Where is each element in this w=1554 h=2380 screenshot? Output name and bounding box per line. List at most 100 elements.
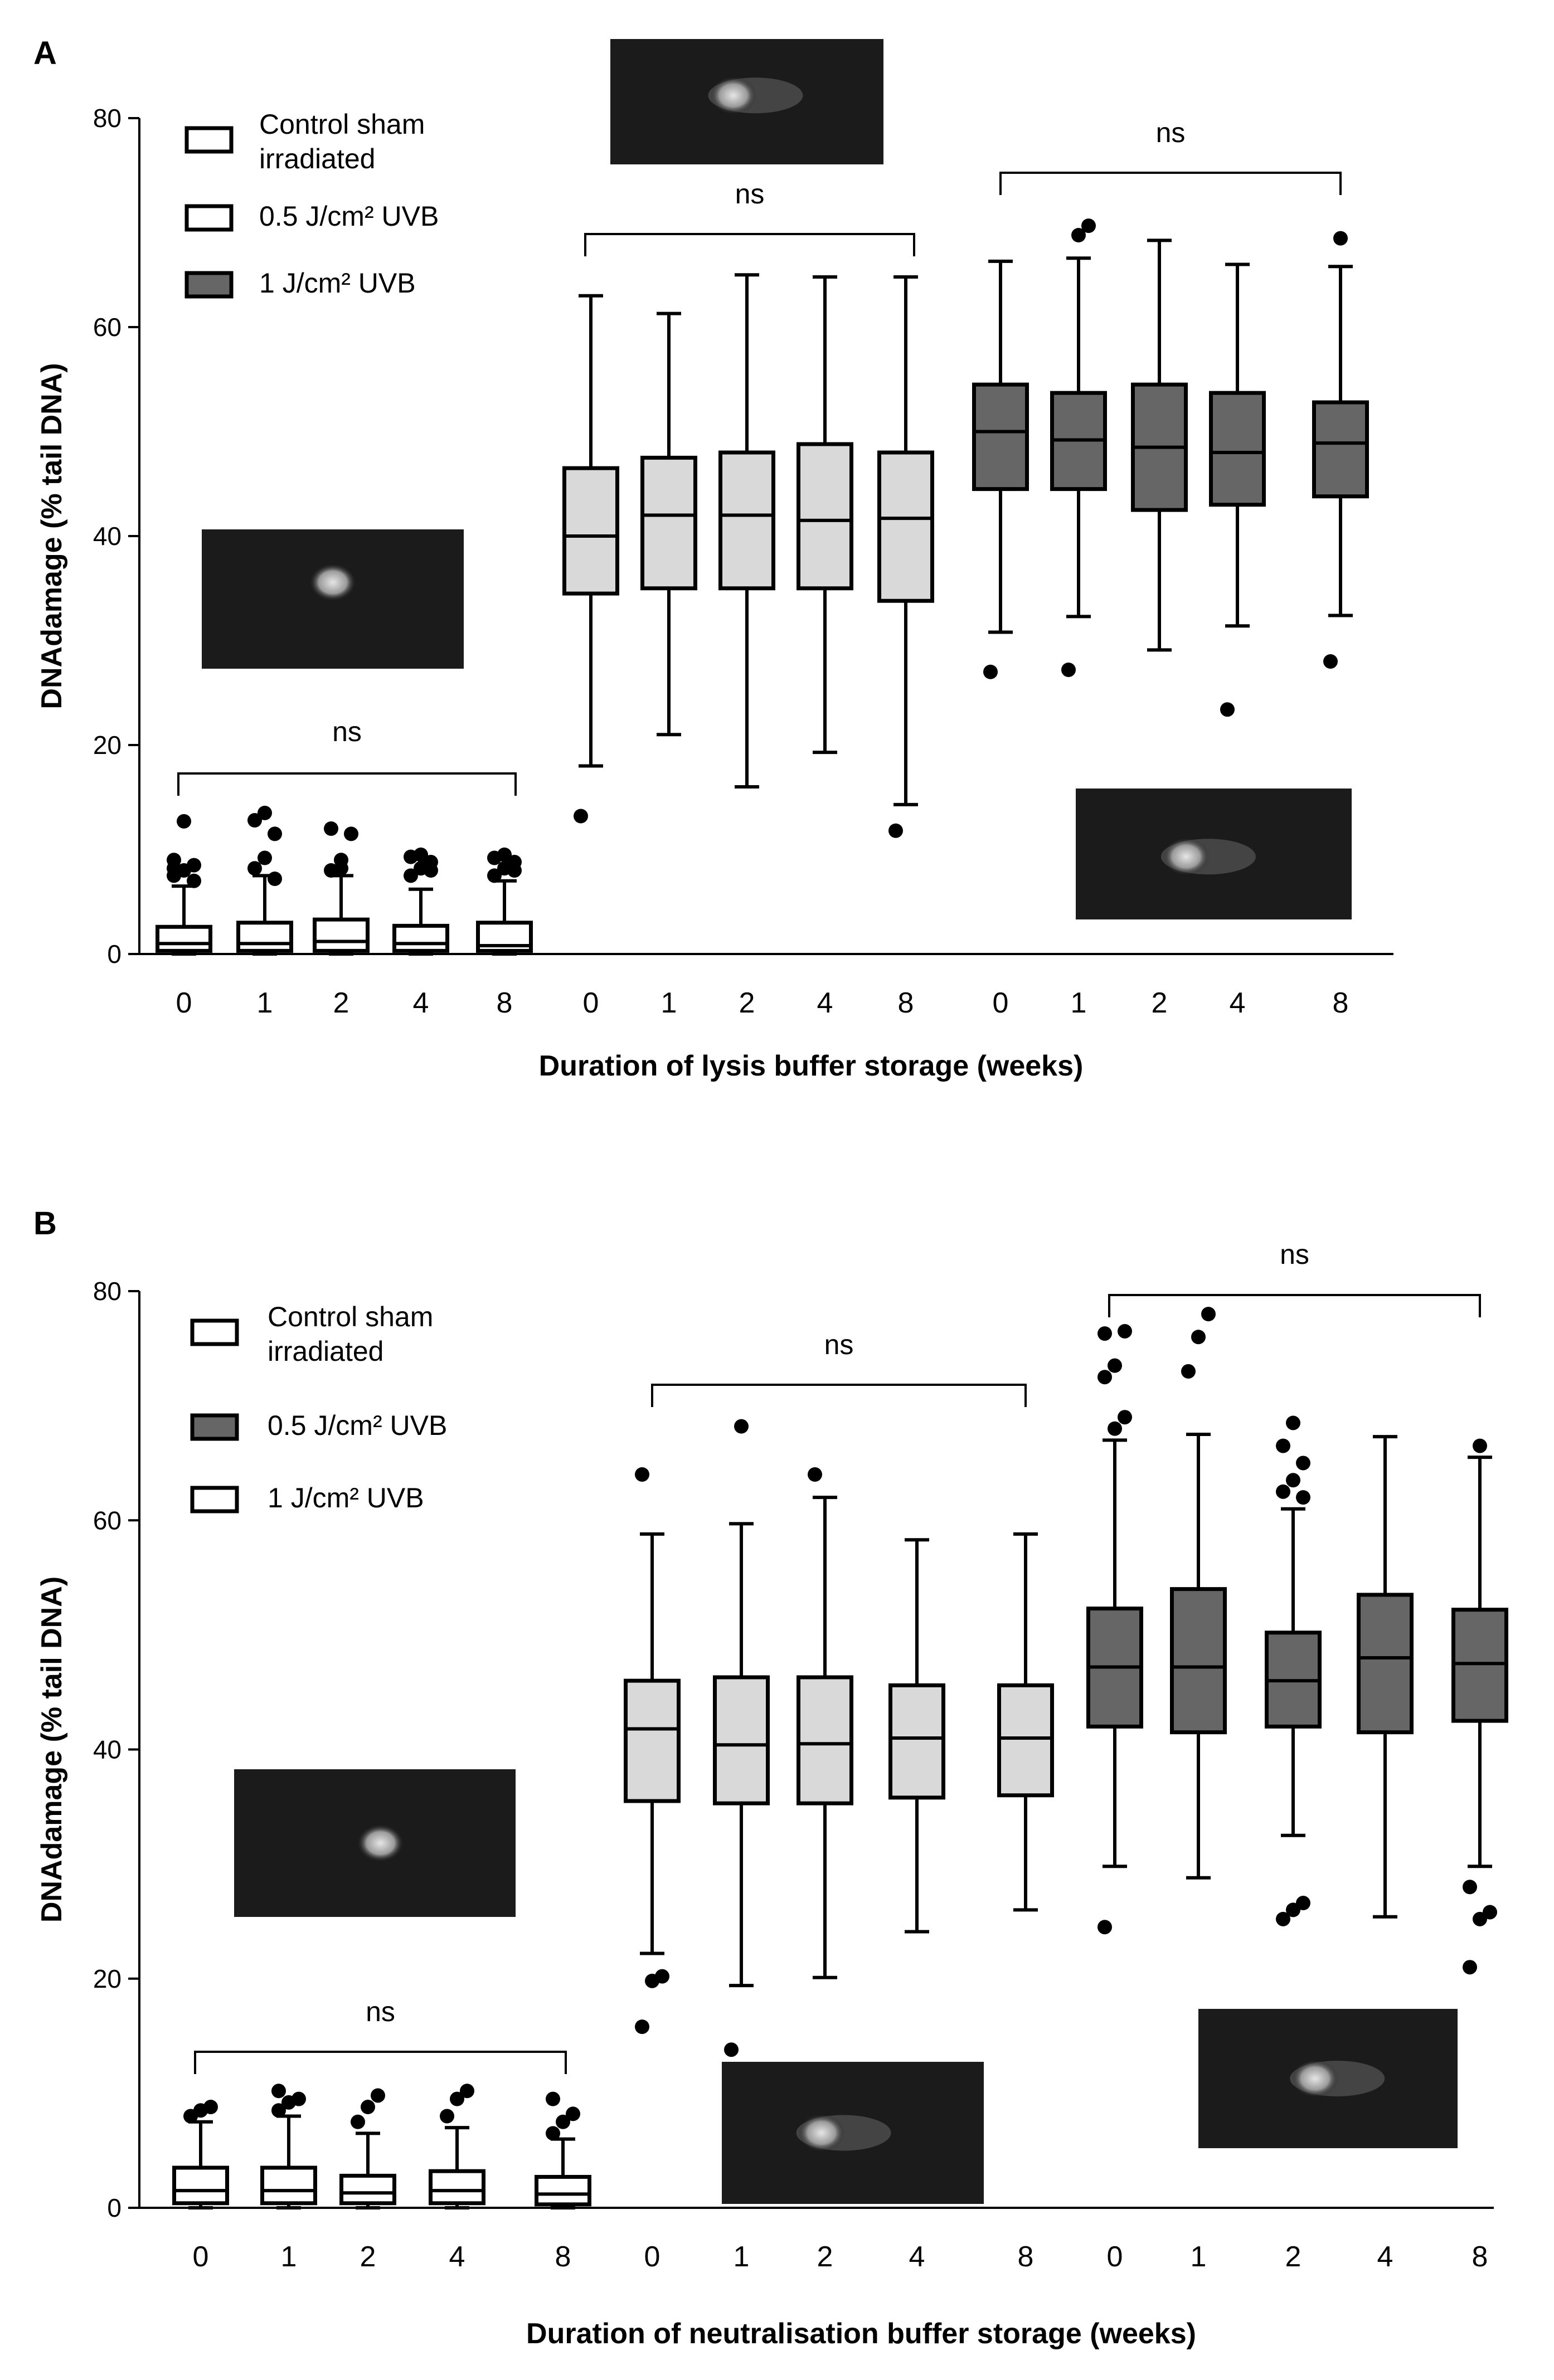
outlier-point — [268, 826, 282, 841]
legend-label: 1 J/cm² UVB — [268, 1482, 424, 1513]
box — [624, 1678, 681, 1803]
legend-label-line: Control sham — [268, 1301, 433, 1332]
significance-label: ns — [332, 716, 362, 747]
outlier-point — [292, 2091, 306, 2106]
significance-label: ns — [1156, 117, 1186, 148]
outlier-point — [258, 805, 272, 820]
comet-head — [710, 76, 757, 115]
box-2-0 — [1086, 1323, 1143, 1935]
outlier-point — [546, 2091, 560, 2106]
box — [562, 466, 619, 596]
x-tick-label: 4 — [1230, 987, 1246, 1019]
x-tick-label: 4 — [449, 2241, 465, 2273]
outlier-point — [1108, 1358, 1122, 1373]
outlier-point — [1061, 663, 1076, 677]
box — [1170, 1587, 1227, 1735]
box — [797, 442, 853, 591]
legend-swatch — [184, 271, 234, 299]
outlier-point — [556, 2114, 570, 2129]
outlier-point — [1473, 1438, 1487, 1453]
outlier-point — [655, 1969, 669, 1984]
box-2-3 — [1357, 1435, 1414, 1919]
legend-label: Control sham irradiated — [268, 1301, 433, 1367]
box-1-2 — [797, 1467, 853, 1979]
legend-label-line: irradiated — [259, 143, 375, 174]
outlier-point — [1097, 1370, 1112, 1385]
box — [1451, 1608, 1508, 1723]
box — [313, 917, 370, 953]
outlier-point — [351, 2114, 365, 2129]
y-axis-label: DNAdamage (% tail DNA) — [36, 363, 68, 709]
outlier-point — [1191, 1330, 1206, 1345]
outlier-point — [734, 1419, 749, 1434]
significance-bracket — [194, 2051, 567, 2074]
outlier-point — [1201, 1307, 1216, 1322]
outlier-point — [187, 873, 201, 888]
box-1-2 — [718, 273, 775, 789]
box — [392, 923, 449, 953]
box-2-2 — [1265, 1415, 1322, 1926]
significance-label: ns — [824, 1329, 854, 1360]
legend-swatch — [190, 1413, 239, 1441]
x-tick-label: 0 — [176, 987, 192, 1019]
box-0-1 — [236, 805, 293, 956]
box-2-4 — [1451, 1438, 1508, 1975]
outlier-point — [1108, 1421, 1122, 1436]
y-tick-label: 60 — [93, 313, 122, 342]
outlier-point — [361, 2100, 375, 2115]
outlier-point — [460, 2084, 474, 2099]
legend-label-line: 0.5 J/cm² UVB — [268, 1410, 447, 1441]
y-tick-label: 80 — [93, 104, 122, 133]
box — [339, 2173, 396, 2206]
x-tick-label: 4 — [1377, 2241, 1393, 2273]
outlier-point — [414, 847, 428, 862]
outlier-point — [546, 2126, 560, 2141]
outlier-point — [1118, 1410, 1132, 1425]
outlier-point — [1071, 228, 1086, 242]
box-1-3 — [888, 1538, 945, 1934]
outlier-point — [1081, 218, 1096, 233]
significance-bracket — [1108, 1294, 1481, 1317]
comet-head — [309, 563, 356, 601]
outlier-point — [487, 868, 502, 883]
x-tick-label: 8 — [497, 987, 513, 1019]
box-0-2 — [313, 821, 370, 956]
box-2-1 — [1050, 218, 1107, 677]
box-2-0 — [972, 259, 1029, 679]
comet-head — [357, 1824, 404, 1862]
significance-bracket — [177, 772, 517, 796]
comet-head — [1163, 838, 1210, 876]
box — [877, 450, 934, 603]
outlier-point — [1286, 1473, 1300, 1488]
comet-head — [1291, 2060, 1339, 2097]
legend-swatch — [184, 126, 234, 154]
box-2-2 — [1131, 239, 1188, 652]
y-tick-label: 0 — [107, 2193, 122, 2222]
outlier-point — [635, 1467, 649, 1482]
x-tick-label: 1 — [661, 987, 677, 1019]
box — [972, 382, 1029, 491]
x-tick-label: 2 — [1285, 2241, 1302, 2273]
box-0-2 — [339, 2088, 396, 2209]
outlier-point — [635, 2019, 649, 2035]
outlier-point — [1463, 1880, 1477, 1895]
legend-swatch — [184, 204, 234, 232]
box — [236, 921, 293, 953]
outlier-point — [177, 814, 191, 829]
legend-label-line: 1 J/cm² UVB — [268, 1482, 424, 1513]
x-tick-label: 8 — [1018, 2241, 1034, 2273]
outlier-point — [808, 1467, 822, 1482]
box-1-0 — [562, 294, 619, 824]
box-2-3 — [1209, 262, 1266, 717]
x-tick-label: 8 — [1333, 987, 1349, 1019]
x-tick-label: 0 — [993, 987, 1009, 1019]
outlier-point — [268, 872, 282, 886]
y-tick-label: 40 — [93, 522, 122, 551]
x-tick-label: 2 — [333, 987, 349, 1019]
outlier-point — [1483, 1905, 1497, 1920]
x-tick-label: 8 — [555, 2241, 571, 2273]
outlier-point — [1323, 654, 1338, 669]
legend-label-line: 1 J/cm² UVB — [259, 267, 416, 299]
x-tick-label: 0 — [644, 2241, 661, 2273]
